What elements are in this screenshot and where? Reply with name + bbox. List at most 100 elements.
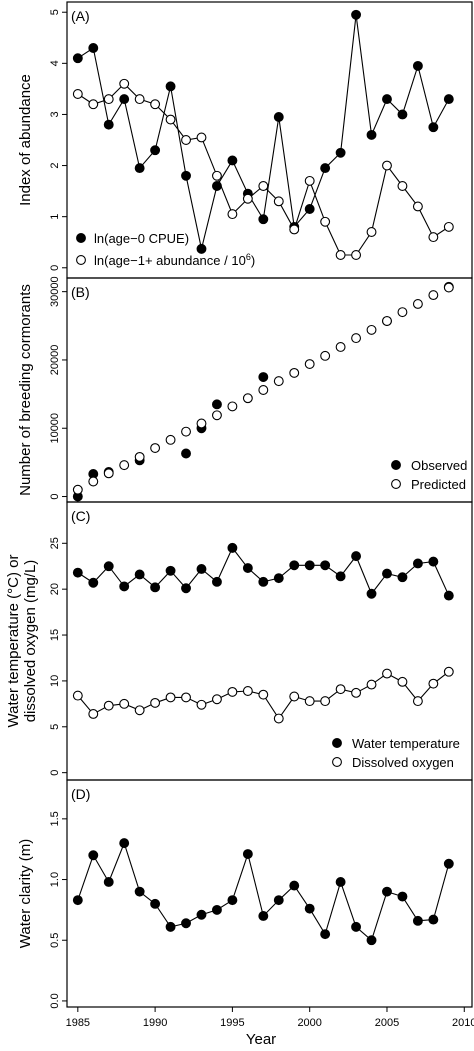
filled-point: [211, 904, 222, 915]
legend-marker: [332, 757, 342, 767]
open-point: [119, 78, 130, 89]
open-point: [443, 221, 454, 232]
open-point: [227, 686, 238, 697]
filled-point: [397, 109, 408, 120]
panels: 0 1 2 3 4 5 Index of abundance (A) ln(age−0 CPUE…: [5, 1, 474, 1029]
panel-label: (B): [71, 284, 90, 300]
filled-point: [181, 918, 191, 929]
open-point: [242, 393, 253, 404]
open-point: [72, 484, 83, 495]
legend-marker: [76, 233, 86, 243]
open-point: [88, 708, 99, 719]
open-point: [320, 216, 331, 227]
filled-point: [428, 914, 439, 925]
open-point: [134, 705, 145, 716]
filled-point: [320, 163, 331, 174]
filled-point: [88, 577, 99, 588]
open-point: [335, 342, 346, 352]
y-tick-label: 0: [49, 265, 61, 271]
filled-point: [242, 563, 253, 574]
open-point: [397, 181, 408, 191]
filled-point: [72, 53, 83, 64]
y-axis-title: dissolved oxygen (mg/L): [22, 560, 39, 723]
filled-point: [320, 560, 331, 571]
panel-label: (D): [71, 786, 90, 802]
filled-point: [150, 145, 161, 156]
y-tick-label: 10: [49, 675, 61, 687]
chart-panel-4: 0.0 0.5 1.0 1.5 Water clarity (m) (D) 1985 1990…: [17, 779, 474, 1029]
filled-point: [150, 582, 161, 593]
y-tick-label: 0.5: [49, 933, 61, 948]
y-tick-label: 1.0: [49, 872, 61, 887]
y-tick-label: 25: [49, 537, 61, 549]
open-point: [366, 324, 377, 335]
legend: Water temperature Dissolved oxygen: [332, 736, 460, 770]
series-2: [72, 282, 454, 495]
filled-point: [304, 903, 315, 914]
legend-label: Predicted: [411, 477, 466, 492]
open-point: [150, 697, 161, 708]
y-tick-label: 4: [49, 60, 61, 66]
filled-point: [304, 560, 315, 571]
filled-point: [211, 399, 222, 410]
filled-point: [428, 122, 439, 133]
open-point: [382, 316, 392, 326]
filled-point: [72, 567, 83, 578]
open-point: [150, 99, 161, 110]
filled-point: [88, 850, 99, 861]
open-point: [443, 666, 454, 677]
filled-point: [242, 849, 253, 859]
y-axis-title: Index of abundance: [17, 74, 34, 206]
open-point: [72, 89, 83, 99]
open-point: [443, 282, 454, 293]
filled-point: [134, 886, 145, 897]
open-point: [320, 696, 331, 707]
open-point: [335, 684, 346, 695]
open-point: [211, 694, 222, 705]
panel-label: (A): [71, 8, 90, 24]
open-point: [397, 676, 408, 687]
legend-label: Dissolved oxygen: [352, 755, 454, 770]
open-point: [412, 201, 423, 212]
filled-point: [366, 588, 377, 599]
filled-point: [366, 935, 377, 946]
filled-point: [335, 147, 346, 158]
y-tick-label: 1: [49, 214, 61, 220]
y-tick-label: 5: [49, 9, 61, 15]
legend-marker: [391, 479, 401, 489]
y-tick-label: 20: [49, 583, 61, 595]
filled-point: [366, 129, 377, 140]
filled-point: [165, 921, 176, 932]
open-point: [88, 99, 99, 110]
open-point: [119, 698, 130, 709]
filled-point: [397, 891, 408, 902]
y-axis-title: Number of breeding cormorants: [17, 284, 34, 496]
filled-point: [412, 915, 423, 926]
legend-marker: [332, 738, 342, 748]
filled-point: [196, 243, 207, 254]
open-point: [428, 678, 439, 689]
open-point: [211, 410, 222, 421]
filled-point: [227, 895, 238, 906]
filled-point: [165, 565, 176, 576]
filled-point: [351, 921, 362, 932]
filled-point: [134, 163, 145, 174]
open-point: [366, 679, 377, 690]
open-point: [196, 132, 207, 143]
open-point: [412, 696, 423, 707]
filled-point: [72, 895, 83, 906]
legend: Observed Predicted: [391, 458, 467, 492]
open-point: [366, 227, 377, 237]
filled-point: [150, 898, 161, 909]
filled-point: [227, 155, 238, 166]
filled-point: [412, 558, 423, 569]
x-tick-label: 2005: [375, 1017, 399, 1029]
filled-point: [181, 448, 191, 459]
open-point: [304, 359, 315, 369]
filled-point: [103, 119, 114, 130]
filled-point: [273, 895, 284, 906]
open-point: [181, 692, 191, 703]
open-point: [304, 175, 315, 186]
open-point: [165, 434, 176, 445]
open-point: [351, 250, 362, 260]
